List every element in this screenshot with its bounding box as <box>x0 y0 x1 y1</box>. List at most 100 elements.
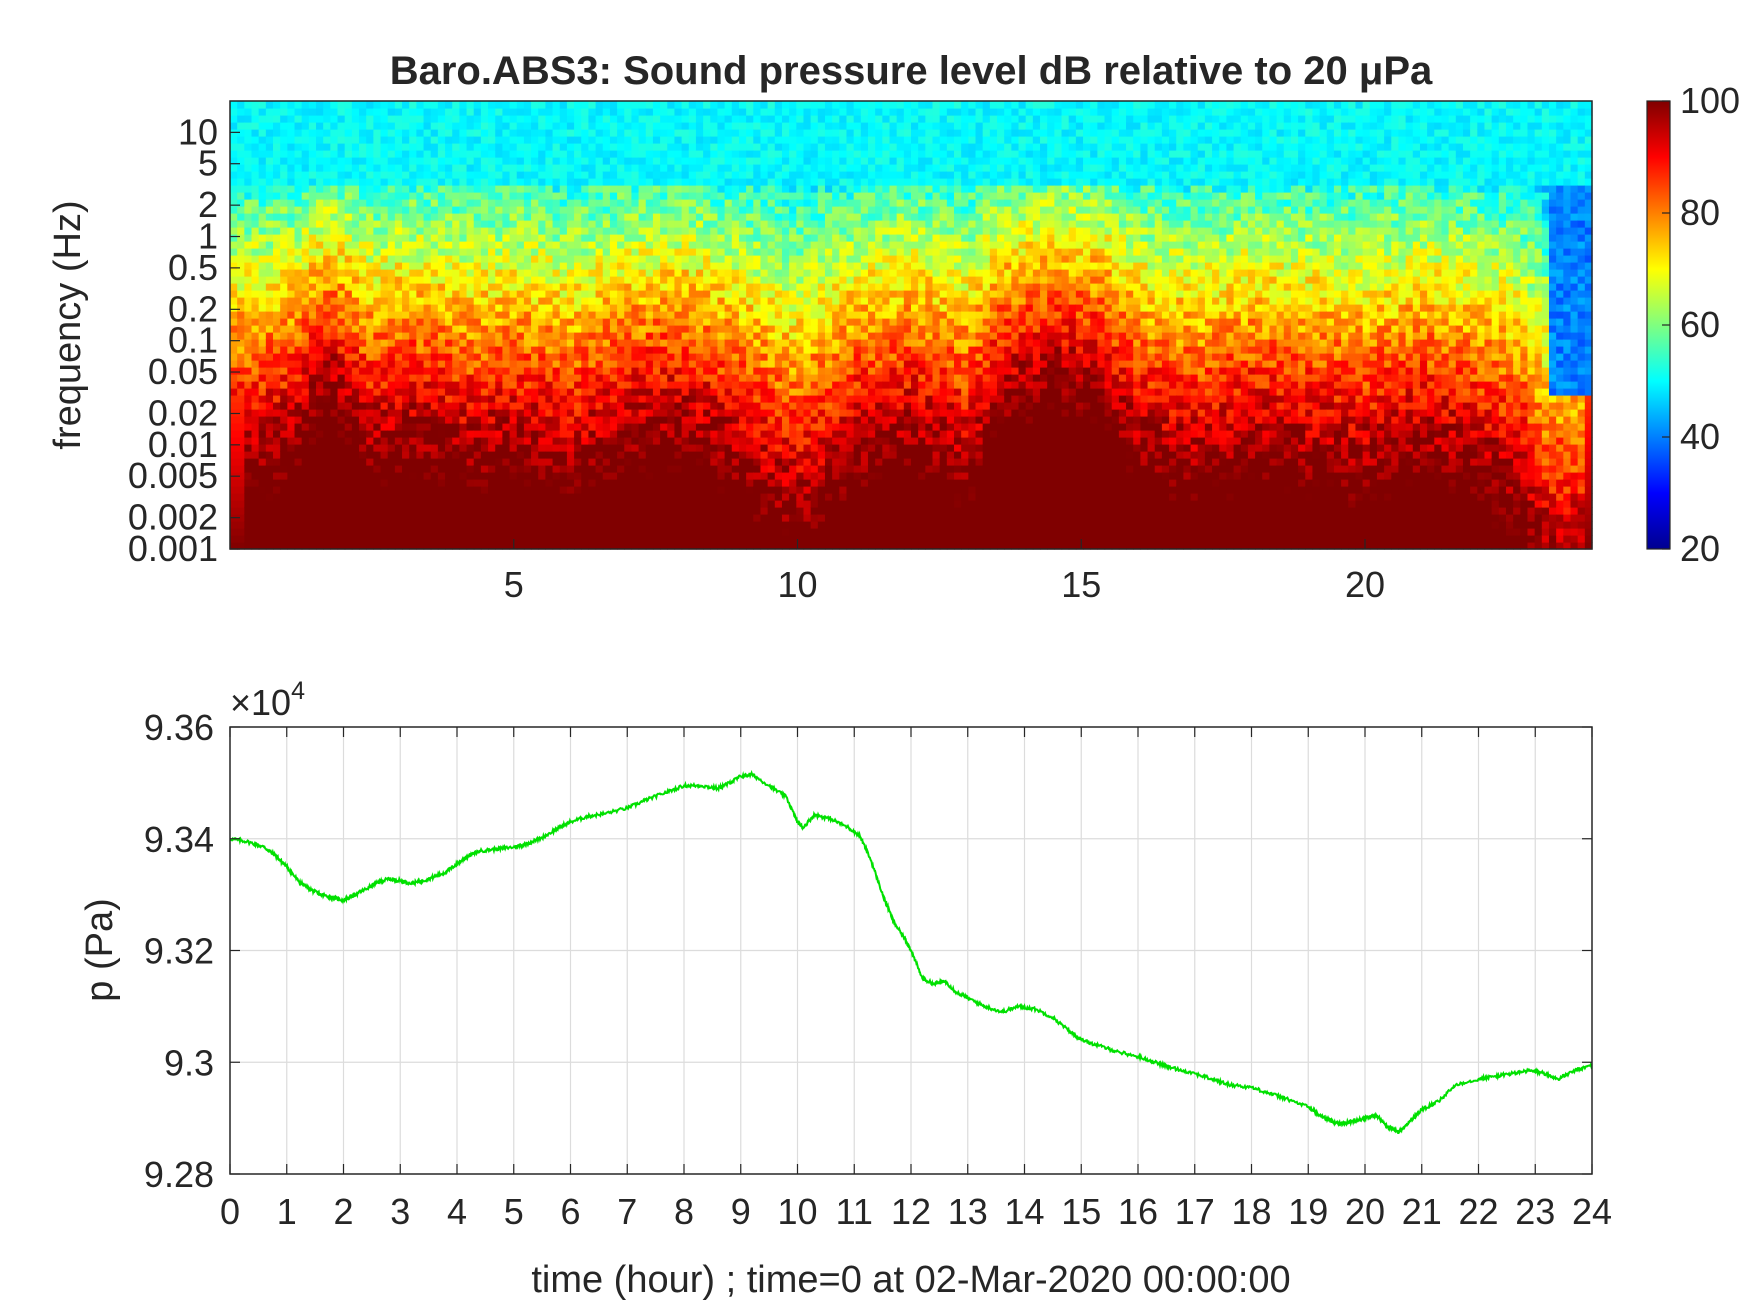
heatmap-cell <box>509 115 518 123</box>
heatmap-cell <box>301 437 310 445</box>
heatmap-cell <box>753 353 762 361</box>
heatmap-cell <box>781 129 790 137</box>
heatmap-cell <box>774 227 783 235</box>
heatmap-cell <box>581 101 590 109</box>
heatmap-cell <box>552 234 561 242</box>
heatmap-cell <box>237 514 245 522</box>
heatmap-cell <box>781 339 790 347</box>
heatmap-cell <box>452 367 460 375</box>
heatmap-cell <box>760 199 769 207</box>
heatmap-cell <box>674 192 683 200</box>
heatmap-cell <box>523 409 532 417</box>
heatmap-cell <box>509 395 518 403</box>
heatmap-cell <box>308 304 317 312</box>
heatmap-cell <box>681 437 690 445</box>
heatmap-cell <box>753 136 762 144</box>
heatmap-cell <box>545 283 554 291</box>
heatmap-cell <box>316 493 324 501</box>
heatmap-cell <box>265 122 274 130</box>
heatmap-cell <box>437 129 446 137</box>
heatmap-cell <box>230 241 238 249</box>
heatmap-cell <box>631 199 640 207</box>
heatmap-cell <box>781 241 790 249</box>
heatmap-cell <box>488 346 496 354</box>
heatmap-cell <box>617 346 625 354</box>
heatmap-cell <box>488 528 496 536</box>
heatmap-cell <box>473 171 482 179</box>
heatmap-cell <box>409 409 417 417</box>
heatmap-cell <box>602 276 611 284</box>
heatmap-cell <box>437 136 446 144</box>
heatmap-cell <box>703 346 711 354</box>
heatmap-cell <box>738 150 747 158</box>
heatmap-cell <box>480 136 489 144</box>
heatmap-cell <box>645 479 654 487</box>
heatmap-cell <box>738 374 747 382</box>
heatmap-cell <box>552 178 561 186</box>
heatmap-cell <box>459 262 468 270</box>
heatmap-cell <box>746 206 754 214</box>
heatmap-cell <box>738 339 747 347</box>
heatmap-cell <box>645 395 654 403</box>
heatmap-cell <box>774 192 783 200</box>
heatmap-cell <box>545 542 554 550</box>
heatmap-cell <box>538 507 547 515</box>
heatmap-cell <box>445 542 453 550</box>
heatmap-cell <box>509 164 518 172</box>
heatmap-cell <box>258 472 267 480</box>
heatmap-cell <box>330 185 339 193</box>
heatmap-cell <box>445 185 453 193</box>
heatmap-cell <box>581 521 590 529</box>
heatmap-cell <box>595 241 604 249</box>
heatmap-cell <box>480 465 489 473</box>
heatmap-cell <box>265 178 274 186</box>
heatmap-cell <box>387 248 396 256</box>
heatmap-cell <box>337 108 346 116</box>
heatmap-cell <box>459 409 468 417</box>
heatmap-cell <box>423 542 432 550</box>
heatmap-cell <box>566 276 575 284</box>
heatmap-cell <box>294 227 303 235</box>
heatmap-cell <box>423 486 432 494</box>
heatmap-cell <box>595 409 604 417</box>
heatmap-cell <box>767 206 776 214</box>
heatmap-cell <box>301 381 310 389</box>
heatmap-cell <box>459 444 468 452</box>
heatmap-cell <box>531 353 539 361</box>
heatmap-cell <box>430 493 439 501</box>
heatmap-cell <box>373 472 382 480</box>
heatmap-cell <box>710 437 719 445</box>
heatmap-cell <box>509 269 518 277</box>
heatmap-cell <box>488 325 496 333</box>
heatmap-cell <box>738 171 747 179</box>
heatmap-cell <box>581 276 590 284</box>
heatmap-cell <box>402 108 410 116</box>
heatmap-cell <box>237 115 245 123</box>
heatmap-cell <box>738 381 747 389</box>
heatmap-cell <box>674 143 683 151</box>
heatmap-cell <box>394 332 403 340</box>
heatmap-cell <box>746 444 754 452</box>
heatmap-cell <box>416 339 425 347</box>
heatmap-cell <box>652 311 661 319</box>
heatmap-cell <box>617 262 625 270</box>
heatmap-cell <box>251 311 260 319</box>
heatmap-cell <box>753 528 762 536</box>
heatmap-cell <box>674 241 683 249</box>
heatmap-cell <box>337 276 346 284</box>
heatmap-cell <box>695 339 704 347</box>
heatmap-cell <box>509 437 518 445</box>
heatmap-cell <box>545 297 554 305</box>
heatmap-cell <box>516 360 525 368</box>
heatmap-cell <box>781 115 790 123</box>
heatmap-cell <box>724 451 733 459</box>
heatmap-cell <box>638 465 647 473</box>
heatmap-cell <box>459 346 468 354</box>
heatmap-cell <box>237 185 245 193</box>
heatmap-cell <box>667 269 676 277</box>
heatmap-cell <box>652 507 661 515</box>
heatmap-cell <box>545 423 554 431</box>
heatmap-cell <box>330 115 339 123</box>
heatmap-cell <box>781 136 790 144</box>
heatmap-cell <box>538 115 547 123</box>
